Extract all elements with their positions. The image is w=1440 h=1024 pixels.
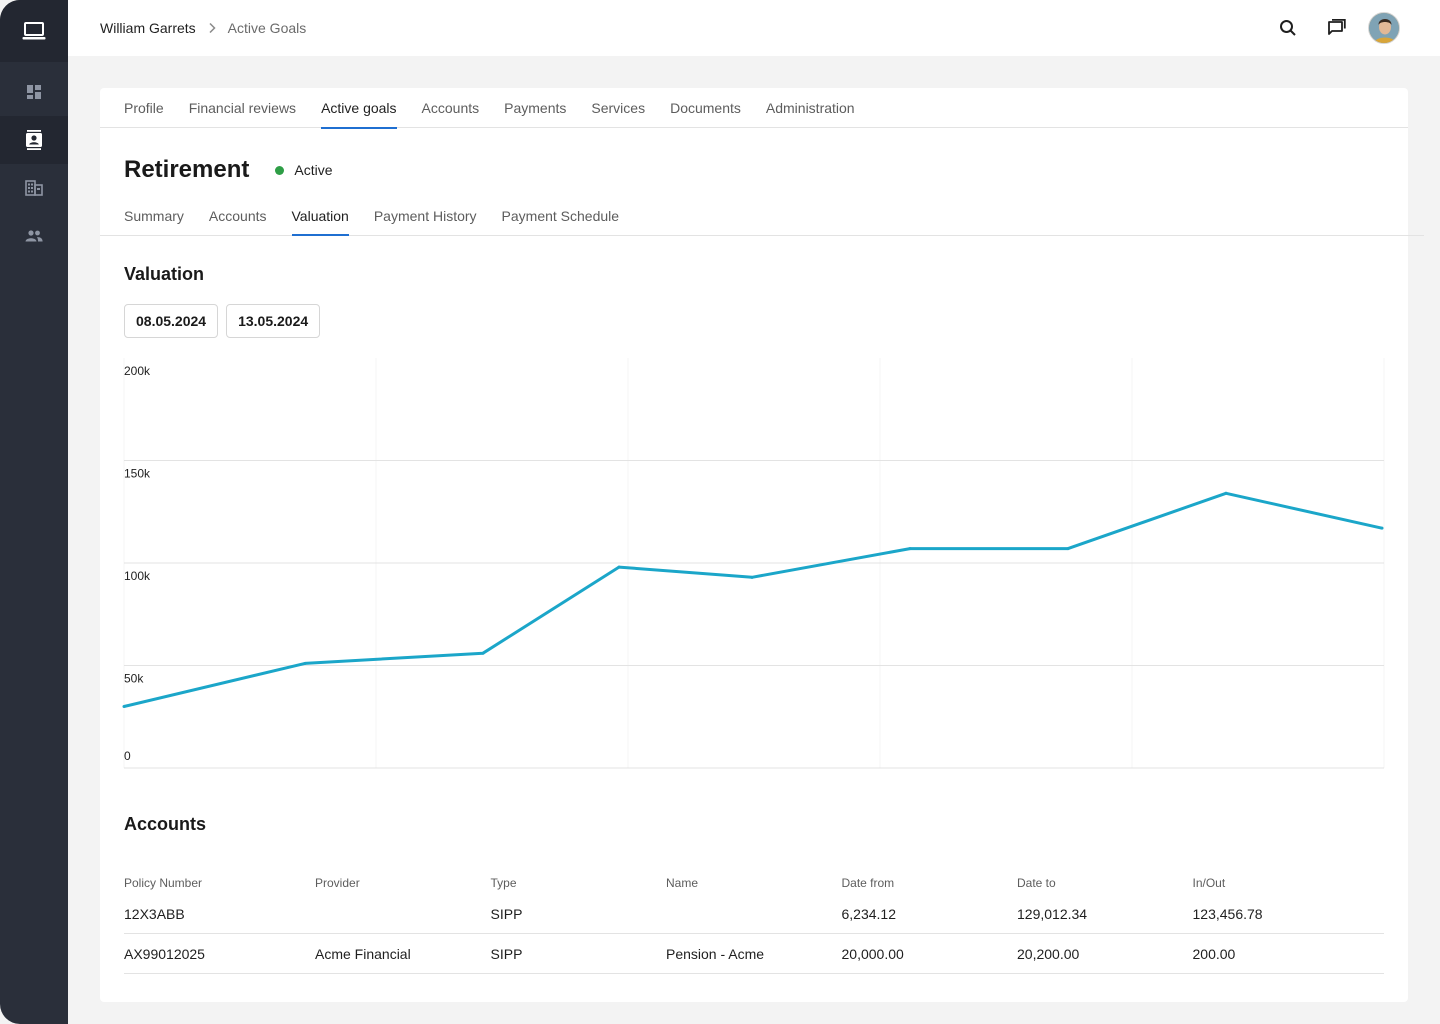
data-point[interactable]: [303, 661, 307, 665]
table-row[interactable]: AX99012025 Acme Financial SIPP Pension -…: [124, 934, 1384, 974]
y-tick-label: 0: [124, 749, 131, 763]
main-card: Profile Financial reviews Active goals A…: [100, 88, 1424, 1002]
cell-policy-number: 12X3ABB: [124, 905, 185, 922]
tab-accounts[interactable]: Accounts: [421, 100, 480, 116]
data-point[interactable]: [617, 565, 621, 569]
data-point[interactable]: [122, 705, 126, 708]
data-point[interactable]: [1380, 526, 1384, 530]
data-point[interactable]: [1066, 547, 1070, 551]
valuation-title: Valuation: [124, 264, 205, 284]
col-provider: Provider: [315, 876, 360, 890]
table-header: Policy Number Provider Type Name Date fr…: [124, 862, 1384, 894]
cell-name: Pension - Acme: [666, 945, 765, 962]
date-to-button[interactable]: 13.05.2024: [226, 304, 321, 338]
data-point[interactable]: [1224, 491, 1228, 495]
date-range: 08.05.2024 13.05.2024: [124, 304, 328, 338]
nav-contacts[interactable]: [0, 116, 68, 164]
cell-date-to: 129,012.34: [1017, 905, 1088, 922]
subtab-valuation[interactable]: Valuation: [291, 200, 350, 236]
cell-policy-number: AX99012025: [124, 945, 205, 962]
nav-people[interactable]: [0, 212, 68, 260]
date-from-button[interactable]: 08.05.2024: [124, 304, 219, 338]
col-date-to: Date to: [1017, 876, 1056, 890]
accounts-table: Policy Number Provider Type Name Date fr…: [124, 862, 1384, 974]
table-row[interactable]: 12X3ABB SIPP 6,234.12 129,012.34 123,456…: [124, 894, 1384, 934]
subtab-accounts[interactable]: Accounts: [208, 208, 267, 224]
status-label: Active: [294, 162, 333, 178]
tab-financial-reviews[interactable]: Financial reviews: [188, 100, 297, 116]
app-logo[interactable]: [0, 0, 68, 62]
search-icon: [1280, 20, 1296, 36]
tab-services[interactable]: Services: [591, 100, 646, 116]
cell-date-from: 6,234.12: [841, 905, 897, 922]
tab-profile[interactable]: Profile: [124, 100, 164, 116]
people-icon: [25, 230, 43, 242]
data-point[interactable]: [750, 575, 754, 579]
goal-header: Retirement Active: [124, 156, 333, 184]
nav-dashboard[interactable]: [0, 68, 68, 116]
tab-documents[interactable]: Documents: [670, 100, 741, 116]
search-button[interactable]: [1272, 12, 1304, 44]
data-point[interactable]: [908, 547, 912, 551]
sidebar: [0, 0, 68, 1024]
building-icon: [25, 180, 43, 196]
cell-in-out: 200.00: [1192, 945, 1236, 962]
cell-type: SIPP: [490, 945, 523, 962]
breadcrumb: William Garrets Active Goals: [100, 20, 306, 36]
status-dot-icon: [275, 165, 285, 175]
valuation-line: [123, 491, 1383, 708]
chat-icon: [1328, 19, 1346, 35]
cell-type: SIPP: [490, 905, 523, 922]
col-date-from: Date from: [841, 876, 895, 890]
col-policy-number: Policy Number: [124, 876, 203, 890]
tab-payments[interactable]: Payments: [504, 100, 567, 116]
col-name: Name: [666, 876, 699, 890]
contacts-icon: [26, 130, 42, 150]
cell-in-out: 123,456.78: [1192, 905, 1263, 922]
dashboard-icon: [27, 85, 41, 99]
top-bar: William Garrets Active Goals: [68, 0, 1440, 56]
subtab-payment-history[interactable]: Payment History: [373, 208, 477, 224]
laptop-icon: [22, 22, 46, 40]
accounts-title: Accounts: [124, 814, 207, 834]
status-badge: Active: [275, 162, 333, 178]
chevron-right-icon: [208, 22, 216, 34]
subtab-summary[interactable]: Summary: [124, 208, 184, 224]
y-tick-label: 150k: [124, 467, 151, 481]
user-avatar-icon: [1369, 13, 1399, 43]
valuation-chart: 200k 150k 100k 50k 0: [122, 358, 1385, 769]
cell-date-from: 20,000.00: [841, 945, 904, 962]
cell-provider: Acme Financial: [315, 945, 411, 962]
tab-active-goals[interactable]: Active goals: [321, 88, 398, 129]
subtab-payment-schedule[interactable]: Payment Schedule: [501, 208, 620, 224]
messages-button[interactable]: [1320, 12, 1352, 44]
cell-date-to: 20,200.00: [1017, 945, 1080, 962]
y-tick-label: 200k: [124, 364, 151, 378]
main-tabs: Profile Financial reviews Active goals A…: [100, 88, 1408, 129]
y-tick-label: 50k: [124, 672, 144, 686]
col-in-out: In/Out: [1192, 876, 1226, 890]
avatar[interactable]: [1368, 12, 1400, 44]
y-tick-label: 100k: [124, 569, 151, 583]
col-type: Type: [490, 876, 517, 890]
breadcrumb-client[interactable]: William Garrets: [100, 20, 196, 36]
breadcrumb-current: Active Goals: [227, 20, 307, 36]
page-title: Retirement: [124, 156, 250, 183]
tab-administration[interactable]: Administration: [765, 100, 855, 116]
data-point[interactable]: [481, 651, 485, 655]
goal-subtabs: Summary Accounts Valuation Payment Histo…: [100, 200, 1424, 236]
nav-companies[interactable]: [0, 164, 68, 212]
